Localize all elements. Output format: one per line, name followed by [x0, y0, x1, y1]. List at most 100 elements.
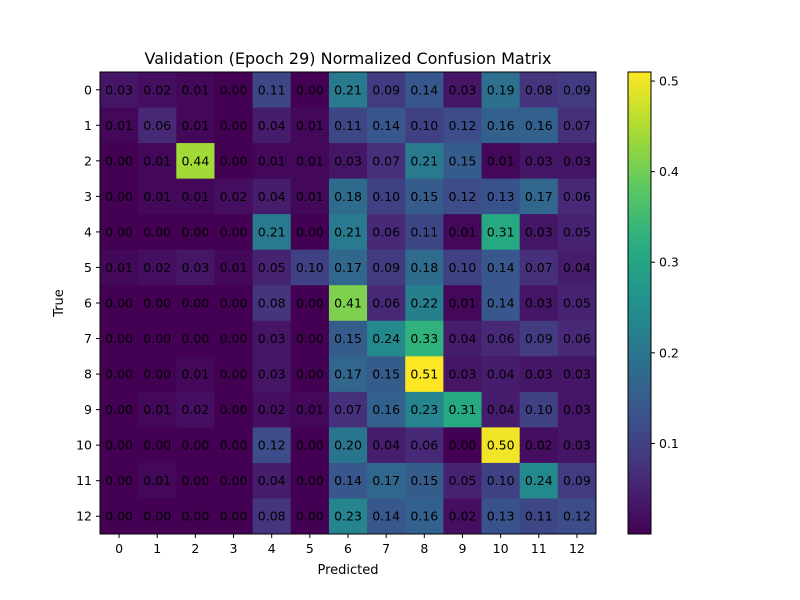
cell-value-label: 0.14 — [372, 509, 400, 524]
y-tick-label: 2 — [84, 153, 92, 168]
heatmap-cell — [443, 427, 483, 464]
heatmap-cell — [367, 143, 406, 180]
heatmap-cell — [176, 107, 215, 144]
cell-value-label: 0.04 — [258, 473, 286, 488]
y-tick-label: 11 — [76, 473, 92, 488]
cell-value-label: 0.21 — [334, 82, 362, 97]
heatmap-cell — [519, 107, 559, 144]
cell-value-label: 0.06 — [563, 189, 591, 204]
cell-value-label: 0.08 — [258, 509, 286, 524]
cell-value-label: 0.04 — [372, 438, 400, 453]
cell-value-label: 0.17 — [525, 189, 553, 204]
heatmap-cell — [100, 285, 139, 322]
cell-value-label: 0.00 — [143, 331, 171, 346]
cell-value-label: 0.10 — [296, 260, 324, 275]
heatmap-cell — [557, 72, 597, 109]
cell-value-label: 0.02 — [449, 509, 477, 524]
cell-value-label: 0.20 — [334, 438, 362, 453]
x-tick-label: 0 — [115, 541, 123, 556]
cell-value-label: 0.03 — [563, 153, 591, 168]
cell-value-label: 0.00 — [220, 367, 248, 382]
heatmap-cell — [328, 498, 368, 535]
cell-value-label: 0.00 — [220, 82, 248, 97]
cell-value-label: 0.00 — [181, 224, 209, 239]
cell-value-label: 0.14 — [487, 260, 515, 275]
cell-value-label: 0.15 — [372, 367, 400, 382]
heatmap-cell — [405, 462, 444, 499]
cell-value-label: 0.01 — [296, 189, 324, 204]
heatmap-cell — [100, 107, 139, 144]
heatmap-cell — [367, 462, 406, 499]
heatmap-cell — [138, 72, 177, 109]
y-tick-label: 4 — [84, 224, 92, 239]
heatmap-cell — [290, 462, 330, 499]
cell-value-label: 0.03 — [334, 153, 362, 168]
heatmap-cell — [100, 72, 139, 109]
cell-value-label: 0.03 — [258, 367, 286, 382]
cell-value-label: 0.00 — [220, 402, 248, 417]
cell-value-label: 0.01 — [143, 153, 171, 168]
cell-value-label: 0.15 — [410, 189, 438, 204]
heatmap-cell — [214, 214, 254, 251]
heatmap-cell — [328, 320, 368, 357]
heatmap-cell — [138, 320, 177, 357]
cell-value-label: 0.12 — [258, 438, 286, 453]
cell-value-label: 0.01 — [143, 402, 171, 417]
cell-value-label: 0.07 — [563, 118, 591, 133]
cell-value-label: 0.33 — [410, 331, 438, 346]
cell-value-label: 0.01 — [143, 473, 171, 488]
cell-value-label: 0.41 — [334, 296, 362, 311]
heatmap-cells — [100, 72, 597, 535]
heatmap-cell — [405, 427, 444, 464]
cell-value-label: 0.08 — [525, 82, 553, 97]
heatmap-cell — [252, 178, 292, 215]
cell-value-label: 0.00 — [296, 509, 324, 524]
heatmap-cell — [443, 391, 483, 428]
heatmap-cell — [443, 498, 483, 535]
heatmap-cell — [290, 498, 330, 535]
heatmap-cell — [214, 143, 254, 180]
heatmap-cell — [328, 214, 368, 251]
cell-value-label: 0.00 — [105, 224, 133, 239]
cell-value-label: 0.09 — [372, 82, 400, 97]
cell-value-label: 0.00 — [296, 367, 324, 382]
heatmap-cell — [252, 249, 292, 286]
heatmap-cell — [176, 249, 215, 286]
heatmap-cell — [290, 391, 330, 428]
cell-value-label: 0.05 — [449, 473, 477, 488]
heatmap-cell — [405, 356, 444, 393]
cell-value-label: 0.01 — [296, 402, 324, 417]
cell-value-label: 0.00 — [296, 473, 324, 488]
cell-value-label: 0.17 — [334, 367, 362, 382]
y-tick-label: 1 — [84, 118, 92, 133]
cell-value-label: 0.02 — [143, 260, 171, 275]
cell-value-label: 0.16 — [525, 118, 553, 133]
cell-value-label: 0.05 — [563, 224, 591, 239]
heatmap-cell — [328, 391, 368, 428]
x-axis-label: Predicted — [317, 563, 378, 578]
heatmap-cell — [557, 427, 597, 464]
cell-value-label: 0.09 — [525, 331, 553, 346]
heatmap-cell — [100, 356, 139, 393]
cell-value-label: 0.14 — [487, 296, 515, 311]
cell-value-label: 0.14 — [410, 82, 438, 97]
cell-value-label: 0.06 — [372, 296, 400, 311]
heatmap-cell — [328, 178, 368, 215]
heatmap-cell — [481, 249, 521, 286]
heatmap-cell — [405, 143, 444, 180]
cell-value-label: 0.01 — [449, 296, 477, 311]
heatmap-cell — [138, 498, 177, 535]
x-axis-ticks: 0 1 2 3 4 5 6 7 8 9 10 11 12 — [115, 534, 585, 556]
colorbar-tick-label: 0.2 — [659, 345, 679, 360]
heatmap-cell — [519, 498, 559, 535]
cell-value-label: 0.00 — [143, 509, 171, 524]
heatmap-cell — [443, 143, 483, 180]
heatmap-cell — [290, 178, 330, 215]
x-tick-label: 2 — [191, 541, 199, 556]
cell-value-label: 0.01 — [181, 367, 209, 382]
cell-value-label: 0.01 — [220, 260, 248, 275]
heatmap-cell — [100, 391, 139, 428]
cell-value-label: 0.31 — [449, 402, 477, 417]
heatmap-cell — [176, 214, 215, 251]
heatmap-cell — [367, 107, 406, 144]
